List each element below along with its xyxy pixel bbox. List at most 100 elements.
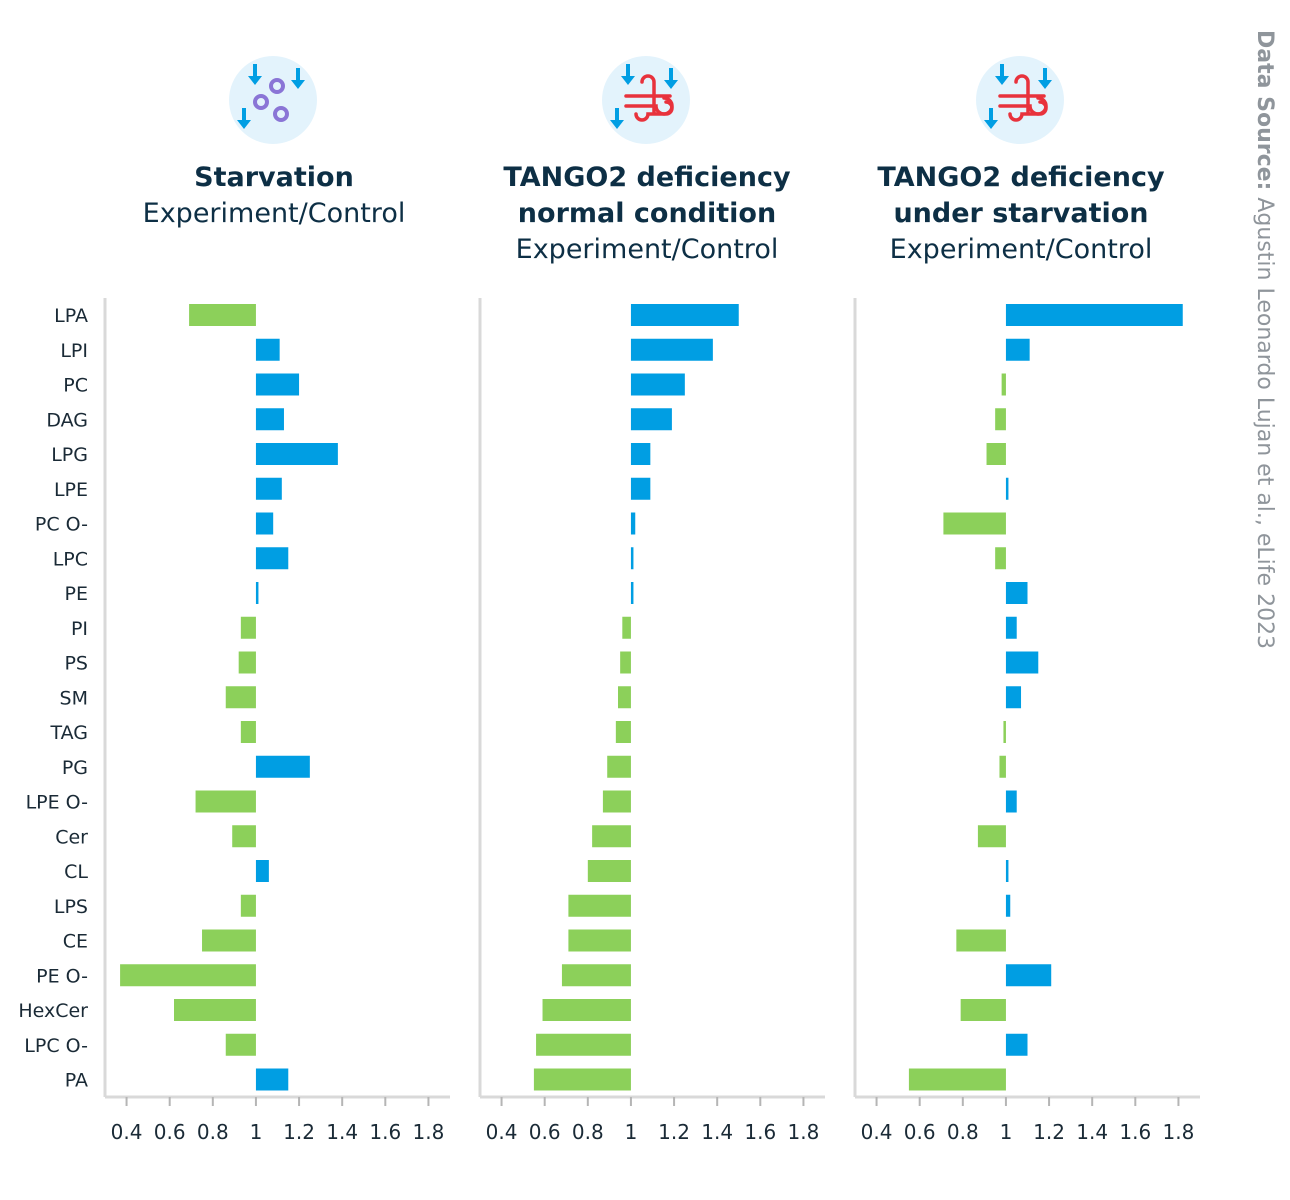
category-label: LPE <box>54 479 88 501</box>
bar-tag <box>240 721 256 743</box>
category-label: PE O- <box>36 965 88 987</box>
bar-ps <box>620 651 631 674</box>
panel-subtitle: Experiment/Control <box>515 234 779 265</box>
bar-pc-o <box>630 512 636 535</box>
bar-lpg <box>255 443 338 465</box>
bar-lpa <box>630 304 739 326</box>
bar-pi <box>622 616 631 639</box>
category-label: LPA <box>54 305 88 327</box>
bar-ps <box>1005 651 1039 674</box>
bar-hexcer <box>174 999 256 1021</box>
bar-cer <box>592 825 631 848</box>
category-label: TAG <box>49 722 88 744</box>
bar-lpc <box>255 547 289 570</box>
panel-title-line2: normal condition <box>517 198 777 229</box>
x-tick-label: 0.6 <box>154 1120 186 1144</box>
category-label: PS <box>64 653 88 675</box>
bar-lps <box>568 894 631 917</box>
x-tick-label: 0.4 <box>861 1120 893 1144</box>
bar-cer <box>232 825 256 848</box>
category-label: PG <box>62 757 88 779</box>
x-tick-label: 1.8 <box>788 1120 820 1144</box>
x-tick-label: 1.6 <box>369 1120 401 1144</box>
x-tick-label: 0.8 <box>947 1120 979 1144</box>
category-label: PA <box>65 1070 88 1092</box>
x-tick-label: 1.8 <box>1163 1120 1195 1144</box>
x-tick-label: 1.2 <box>283 1120 315 1144</box>
golgi-icon <box>976 56 1064 144</box>
category-label: LPI <box>60 340 88 362</box>
bar-lpg <box>986 443 1006 465</box>
bar-pc-o <box>255 512 274 535</box>
x-tick-label: 1 <box>250 1120 263 1144</box>
x-tick-label: 1.8 <box>413 1120 445 1144</box>
x-tick-label: 0.4 <box>486 1120 518 1144</box>
x-tick-label: 0.8 <box>197 1120 229 1144</box>
bar-dag <box>630 408 672 431</box>
x-tick-label: 1.6 <box>1119 1120 1151 1144</box>
source-label: Data Source: <box>1252 30 1277 191</box>
golgi-icon <box>602 56 690 144</box>
bar-pe <box>630 582 634 604</box>
bar-pa <box>255 1068 289 1091</box>
category-label: PE <box>65 583 88 605</box>
bar-lpe <box>1005 477 1009 500</box>
source-note: Data Source: Agustin Leonardo Lujan et a… <box>1252 30 1277 649</box>
starvation-icon <box>229 56 317 144</box>
bar-lpe-o <box>1005 790 1017 813</box>
bar-pe-o <box>1005 964 1052 987</box>
bar-lpc <box>995 547 1006 570</box>
x-tick-label: 0.8 <box>572 1120 604 1144</box>
panel-subtitle: Experiment/Control <box>142 198 406 229</box>
panel-title-line2: under starvation <box>893 198 1149 229</box>
bar-dag <box>995 408 1006 431</box>
bar-pe-o <box>561 964 631 987</box>
x-tick-label: 1 <box>625 1120 638 1144</box>
bar-cer <box>977 825 1006 848</box>
bar-lpe <box>630 477 651 500</box>
bar-ps <box>238 651 256 674</box>
bar-pi <box>1005 616 1017 639</box>
category-label: LPC O- <box>24 1035 88 1057</box>
bar-ce <box>202 929 256 952</box>
bar-lpc-o <box>225 1033 256 1056</box>
bar-lpe-o <box>195 790 256 813</box>
bar-sm <box>1005 686 1022 709</box>
x-tick-label: 1.2 <box>1033 1120 1065 1144</box>
category-label: HexCer <box>18 1000 88 1022</box>
category-label: CE <box>63 931 88 953</box>
bar-cl <box>1005 860 1009 882</box>
category-label: LPE O- <box>26 792 88 814</box>
bar-pc <box>1001 373 1006 396</box>
bar-cl <box>587 860 631 882</box>
bar-pg <box>607 755 631 778</box>
bar-dag <box>255 408 284 431</box>
x-tick-label: 0.4 <box>111 1120 143 1144</box>
panel-title: TANGO2 deficiency <box>877 162 1165 193</box>
bar-lpe-o <box>602 790 631 813</box>
bar-pa <box>908 1068 1006 1091</box>
bar-tag <box>1003 721 1006 743</box>
bar-lpi <box>1005 338 1030 361</box>
bar-lpa <box>1005 304 1183 326</box>
bar-pg <box>255 755 310 778</box>
x-tick-label: 1 <box>1000 1120 1013 1144</box>
category-label: CL <box>64 861 88 883</box>
category-label: PC <box>63 375 88 397</box>
bar-lpi <box>630 338 713 361</box>
bar-pi <box>240 616 256 639</box>
bar-pe <box>1005 582 1028 604</box>
bar-lps <box>1005 894 1011 917</box>
category-label: LPS <box>54 896 88 918</box>
category-label: DAG <box>46 409 88 431</box>
bar-ce <box>568 929 631 952</box>
x-tick-label: 1.4 <box>326 1120 358 1144</box>
bar-tag <box>615 721 631 743</box>
bar-lpc-o <box>1005 1033 1028 1056</box>
category-label: SM <box>60 687 88 709</box>
bar-lpi <box>255 338 280 361</box>
bar-pc <box>630 373 685 396</box>
bar-pe <box>255 582 259 604</box>
bar-sm <box>618 686 631 709</box>
